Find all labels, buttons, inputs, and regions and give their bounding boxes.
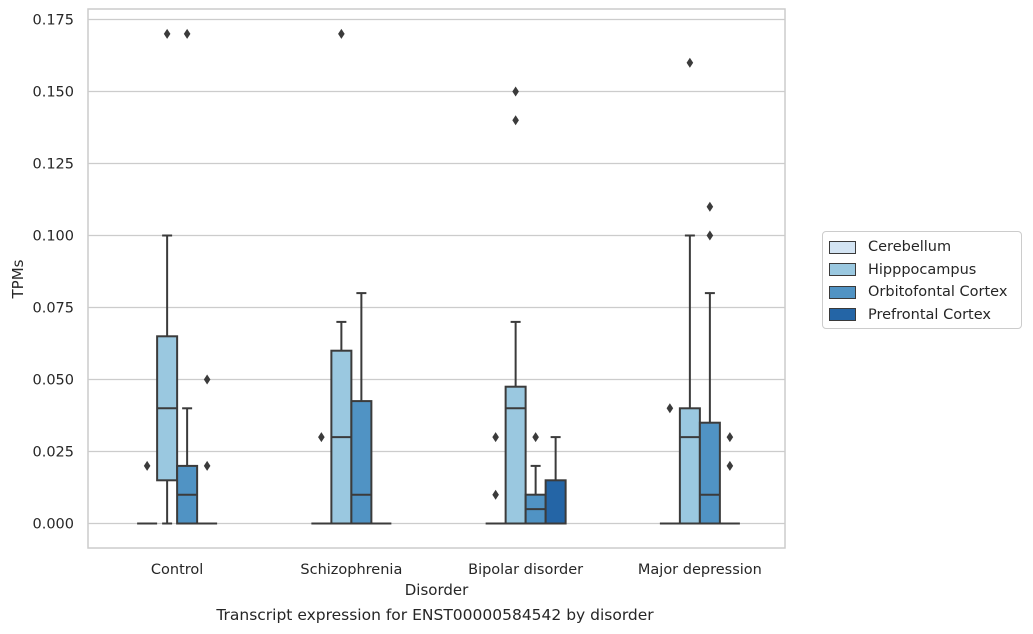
x-tick-label: Control [151, 562, 203, 578]
outlier-point [726, 432, 734, 443]
box-cerebellum [485, 432, 506, 525]
outlier-point [492, 432, 499, 443]
legend-swatch-prefrontal [829, 308, 856, 322]
outlier-point [183, 28, 191, 39]
box-orbitofontal-cortex [176, 28, 199, 525]
legend-item-hippocampus: Hipppocampus [829, 259, 1015, 282]
box-hipppocampus [330, 28, 353, 525]
box-iqr [678, 407, 701, 525]
y-tick-label: 0.125 [32, 157, 74, 173]
box-prefrontal-cortex [197, 374, 218, 525]
y-axis-label: TPMs [9, 259, 27, 299]
box-hipppocampus [678, 57, 701, 525]
x-axis-label: Disorder [404, 581, 469, 599]
box-hipppocampus [156, 28, 179, 525]
outlier-point [512, 86, 519, 97]
outlier-point [532, 432, 539, 443]
outlier-point [706, 230, 714, 241]
y-axis-ticks: 0.000 0.025 0.050 0.075 0.100 0.125 0.150 0.175 [32, 13, 74, 533]
box-iqr [350, 400, 373, 525]
box-iqr [698, 421, 721, 525]
y-tick-label: 0.150 [32, 85, 74, 101]
box-orbitofontal-cortex [524, 432, 547, 525]
y-tick-label: 0.050 [32, 373, 74, 389]
y-tick-label: 0.000 [32, 517, 74, 533]
outlier-point [686, 57, 694, 68]
legend-label: Orbitofontal Cortex [868, 284, 1008, 301]
x-tick-label: Major depression [638, 562, 762, 578]
box-prefrontal-cortex [544, 436, 567, 525]
y-tick-label: 0.175 [32, 13, 74, 29]
legend-swatch-cerebellum [829, 240, 856, 254]
legend-label: Cerebellum [868, 239, 952, 256]
legend-item-orbitofrontal: Orbitofontal Cortex [829, 281, 1015, 304]
x-axis-ticks: Control Schizophrenia Bipolar disorder Majo… [151, 562, 762, 578]
box-orbitofontal-cortex [698, 201, 721, 525]
box-cerebellum [311, 432, 332, 525]
outlier-point [706, 201, 714, 212]
plot-frame [87, 8, 786, 549]
legend-swatch-orbitofrontal [829, 285, 856, 299]
outlier-point [163, 28, 171, 39]
legend: Cerebellum Hipppocampus Orbitofontal Cor… [822, 231, 1022, 329]
legend-label: Hipppocampus [868, 261, 977, 278]
box-cerebellum [137, 460, 158, 525]
boxes [137, 28, 740, 525]
chart-title: Transcript expression for ENST0000058454… [216, 606, 654, 624]
y-tick-label: 0.025 [32, 445, 74, 461]
outlier-point [338, 28, 345, 39]
outlier-point [492, 489, 499, 500]
outlier-point [666, 403, 674, 414]
box-orbitofontal-cortex [350, 292, 373, 525]
box-cerebellum [659, 403, 680, 525]
y-tick-label: 0.100 [32, 229, 74, 245]
outlier-point [512, 115, 519, 126]
box-hipppocampus [504, 86, 527, 525]
legend-item-prefrontal: Prefrontal Cortex [829, 304, 1015, 327]
outlier-point [203, 374, 211, 385]
outlier-point [203, 460, 211, 471]
outlier-point [726, 460, 734, 471]
x-tick-label: Bipolar disorder [468, 562, 583, 578]
outlier-point [143, 460, 151, 471]
box-iqr [544, 479, 567, 525]
legend-item-cerebellum: Cerebellum [829, 236, 1015, 259]
box-prefrontal-cortex [719, 432, 740, 525]
legend-swatch-hippocampus [829, 263, 856, 277]
x-tick-label: Schizophrenia [300, 562, 402, 578]
box-iqr [504, 385, 527, 525]
outlier-point [318, 432, 325, 443]
y-tick-label: 0.075 [32, 301, 74, 317]
legend-label: Prefrontal Cortex [868, 306, 991, 323]
